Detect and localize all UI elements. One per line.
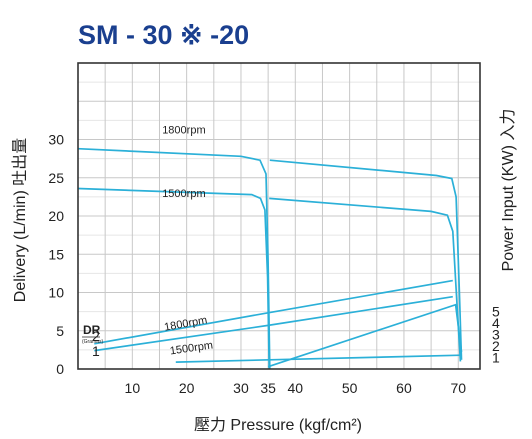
y-right-tick-label: 1 [492,350,500,366]
dr-legend: DR (Gramas) 2 21 [82,323,103,359]
x-tick-label: 70 [450,380,466,396]
dr-sublabel: (Gramas) [82,339,103,345]
y-tick-label: 15 [48,246,64,262]
x-tick-label: 40 [288,380,304,396]
x-tick-label: 35 [260,380,276,396]
y-tick-label: 30 [48,132,64,148]
y-tick-label: 5 [56,323,64,339]
x-tick-label: 50 [342,380,358,396]
x-axis-label: 壓力 Pressure (kgf/cm²) [194,416,362,434]
x-tick-label: 30 [233,380,249,396]
y-axis-left-label: Delivery (L/min) 吐出量 [11,138,29,302]
curve-label-0: 1800rpm [162,124,205,136]
delivery-curve-1 [77,187,271,370]
dr-value-1: 1 [92,343,100,359]
y-tick-label: 0 [56,361,64,377]
plot-frame [77,62,481,370]
curve-label-3: 1500rpm [169,340,214,358]
curve-label-1: 1500rpm [162,188,205,200]
y-right-tick-label: 3 [492,327,500,343]
power-curve-6 [267,303,463,368]
x-tick-label: 60 [396,380,412,396]
y-axis-right-label: Power Input (KW) 入力 [499,109,517,272]
power-curve-7 [175,354,462,363]
y-tick-label: 20 [48,208,64,224]
x-tick-label: 20 [179,380,195,396]
chart-title: SM - 30 ※ -20 [78,20,249,50]
x-axis-ticks: 10 20 30 35 40 50 60 70 [125,380,467,396]
delivery-curve-3 [269,197,462,362]
y-axis-left-ticks: 0 5 10 15 20 25 30 [48,132,64,378]
curves [77,147,463,370]
dr-value-2: 2 [92,328,100,344]
x-tick-label: 10 [125,380,141,396]
power-curve-5 [94,295,453,352]
y-tick-label: 10 [48,285,64,301]
power-curve-4 [94,279,453,345]
y-right-tick-label: 2 [492,338,500,354]
y-right-tick-label: 4 [492,315,500,331]
dr-label: DR [83,323,101,337]
y-tick-label: 25 [48,170,64,186]
y-right-tick-label: 5 [492,304,500,320]
delivery-curve-2 [269,159,463,360]
